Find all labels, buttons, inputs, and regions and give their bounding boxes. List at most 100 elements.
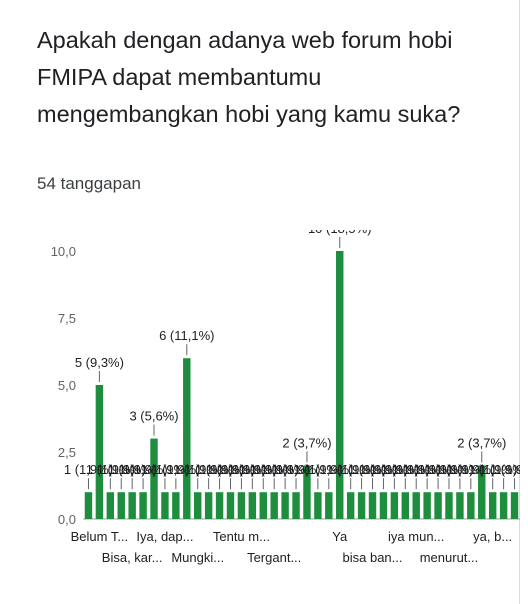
data-label: 1 (1,9%): [490, 462, 520, 477]
bar: [193, 492, 202, 519]
data-label: 6 (11,1%): [159, 328, 214, 343]
bar: [248, 492, 257, 519]
bar: [401, 492, 410, 519]
bar: [139, 492, 147, 519]
x-tick-label: Iya, dap...: [136, 529, 193, 544]
data-label: 1 (1,9%): [271, 462, 320, 477]
data-label: 1 (1,9%): [446, 462, 495, 477]
data-label: 1 (1,9%): [326, 462, 375, 477]
bar: [368, 492, 377, 519]
data-label: 1 (1,9%): [424, 462, 473, 477]
bar: [357, 492, 366, 519]
data-label: 1 (1,9%): [108, 462, 157, 477]
data-label: 1 (1,9%): [64, 462, 113, 477]
bar: [346, 492, 355, 519]
bar: [478, 465, 486, 519]
data-label: 10 (18,5%): [308, 230, 372, 236]
bar: [117, 492, 125, 519]
x-tick-label: Tentu m...: [213, 529, 270, 544]
x-tick-label: Belum T...: [71, 529, 129, 544]
bar: [106, 492, 115, 519]
data-label: 1 (1,9%): [195, 462, 244, 477]
x-tick-label: bisa ban...: [343, 550, 403, 565]
data-label: 1 (1,9%): [250, 462, 299, 477]
bar: [456, 492, 464, 519]
data-label: 1 (1,9%): [140, 462, 189, 477]
x-tick-label: Tergant...: [247, 550, 301, 565]
x-tick-label: iya mun...: [388, 529, 444, 544]
bar: [183, 358, 191, 519]
response-count: 54 tanggapan: [37, 174, 141, 193]
bar: [325, 492, 333, 519]
bar: [510, 492, 519, 519]
y-tick-label: 7,5: [58, 311, 76, 326]
bar: [292, 492, 300, 519]
bar: [379, 492, 388, 519]
bar: [237, 492, 246, 519]
bar: [314, 492, 322, 519]
data-label: 1 (1,9%): [337, 462, 386, 477]
data-label: 1 (1,9%): [217, 462, 266, 477]
data-label: 1 (1,9%): [228, 462, 277, 477]
data-label: 1 (1,9%): [151, 462, 200, 477]
x-tick-label: menurut...: [420, 550, 479, 565]
bar: [84, 492, 93, 519]
bar: [281, 492, 289, 519]
data-label: 1 (1,9%): [359, 462, 408, 477]
bar: [423, 492, 431, 519]
question-title: Apakah dengan adanya web forum hobi FMIP…: [37, 27, 461, 127]
bar: [488, 492, 497, 519]
data-label: 1 (1,9%): [348, 462, 397, 477]
data-label: 2 (3,7%): [282, 435, 331, 450]
data-label: 1 (1,9%): [435, 462, 484, 477]
data-label: 1 (1,9%): [413, 462, 462, 477]
data-label: 1 (1,9%): [86, 462, 135, 477]
bar: [467, 492, 475, 519]
bar: [499, 492, 508, 519]
data-label: 2 (3,7%): [457, 435, 506, 450]
data-label: 1 (1,9%): [479, 462, 520, 477]
data-label: 1 (1,9%): [381, 462, 430, 477]
bar: [259, 492, 267, 519]
y-tick-label: 0,0: [58, 512, 76, 527]
x-tick-label: Mungki...: [171, 550, 224, 565]
bar: [445, 492, 453, 519]
x-tick-label: Bisa, kar...: [102, 550, 163, 565]
bar: [150, 438, 158, 519]
data-label: 1 (1,9%): [403, 462, 452, 477]
bar: [434, 492, 442, 519]
y-tick-label: 5,0: [58, 378, 76, 393]
bar: [412, 492, 420, 519]
data-label: 1 (1,9%): [119, 462, 168, 477]
data-label: 1 (1,9%): [97, 462, 146, 477]
bar: [303, 465, 311, 519]
data-label: 1 (1,9%): [293, 462, 342, 477]
bar-chart: 0,02,55,07,510,01 (1,9%)1 (1,9%)1 (1,9%)…: [51, 230, 520, 565]
bar: [161, 492, 169, 519]
data-label: 1 (1,9%): [173, 462, 222, 477]
bar: [172, 492, 180, 519]
y-tick-label: 2,5: [58, 445, 76, 460]
bar: [390, 492, 399, 519]
bar: [270, 492, 278, 519]
bar: [128, 492, 136, 519]
bar: [226, 492, 235, 519]
data-label: 3 (5,6%): [129, 409, 178, 424]
x-tick-label: Ya: [332, 529, 348, 544]
bar: [204, 492, 213, 519]
data-label: 1 (1,9%): [392, 462, 441, 477]
data-label: 1 (1,9%): [468, 462, 517, 477]
data-label: 1 (1,9%): [184, 462, 233, 477]
data-label: 1 (1,9%): [206, 462, 255, 477]
bar: [336, 251, 344, 519]
y-tick-label: 10,0: [51, 244, 76, 259]
data-label: 1 (1,9%): [370, 462, 419, 477]
bar: [95, 385, 104, 519]
data-label: 1 (1,9%): [261, 462, 310, 477]
data-label: 1 (1,9%): [304, 462, 353, 477]
bar: [215, 492, 224, 519]
data-label: 5 (9,3%): [75, 355, 124, 370]
x-tick-label: ya, b...: [473, 529, 512, 544]
data-label: 1 (1,9%): [239, 462, 288, 477]
